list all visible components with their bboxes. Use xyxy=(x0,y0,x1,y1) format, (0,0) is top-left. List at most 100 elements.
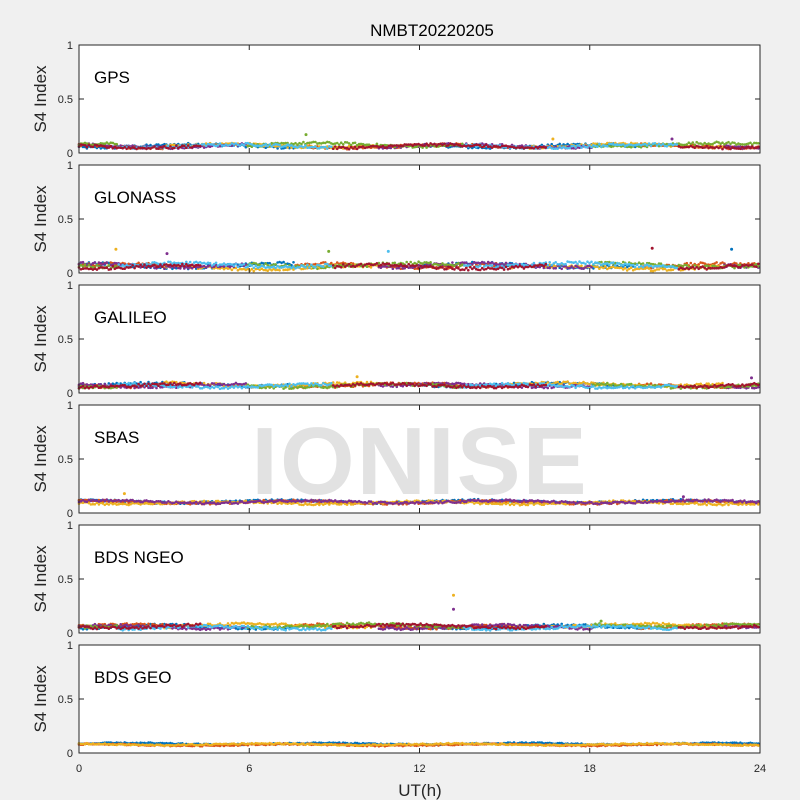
data-point xyxy=(721,261,724,264)
data-point xyxy=(308,384,311,387)
data-point xyxy=(695,144,698,148)
data-point xyxy=(359,262,363,266)
data-point xyxy=(703,141,706,145)
data-point xyxy=(749,146,752,150)
data-point xyxy=(234,262,238,266)
data-point xyxy=(625,265,629,269)
data-point xyxy=(238,267,242,271)
data-point xyxy=(228,265,232,269)
data-point xyxy=(717,141,720,144)
data-point xyxy=(93,145,97,149)
data-point xyxy=(751,143,754,146)
data-point xyxy=(733,141,736,145)
data-point xyxy=(101,263,105,266)
data-point xyxy=(298,145,301,148)
data-point xyxy=(649,144,653,148)
panel-label: GPS xyxy=(94,68,130,87)
data-point xyxy=(731,146,734,149)
data-point xyxy=(635,143,639,146)
data-point xyxy=(693,384,696,388)
data-point xyxy=(143,146,146,150)
data-point xyxy=(93,264,97,268)
data-point xyxy=(159,263,162,266)
data-point xyxy=(93,261,97,264)
data-point xyxy=(226,144,230,147)
figure-title: NMBT20220205 xyxy=(370,21,494,40)
data-point xyxy=(391,144,395,148)
data-point xyxy=(365,265,369,269)
data-point xyxy=(619,143,623,147)
data-point xyxy=(755,141,758,145)
data-point xyxy=(337,143,341,146)
data-point xyxy=(425,142,428,145)
data-point xyxy=(713,262,716,265)
data-point xyxy=(421,146,424,149)
data-point xyxy=(81,145,85,149)
data-point xyxy=(757,142,760,145)
data-point xyxy=(326,262,329,266)
data-point xyxy=(341,143,345,146)
data-point xyxy=(691,141,695,144)
data-point xyxy=(262,268,266,272)
data-point xyxy=(224,266,228,270)
data-point xyxy=(488,145,492,148)
data-point xyxy=(661,267,665,271)
data-point xyxy=(629,382,633,386)
y-tick-label: 0.5 xyxy=(58,94,73,106)
data-point xyxy=(385,146,389,149)
data-point xyxy=(562,143,565,146)
data-point xyxy=(192,383,196,387)
data-point xyxy=(250,145,254,148)
spike-point xyxy=(551,137,555,141)
data-point xyxy=(715,140,718,144)
data-point xyxy=(633,265,637,269)
data-point xyxy=(171,383,174,387)
data-point xyxy=(526,146,530,149)
data-point xyxy=(608,266,611,270)
data-point xyxy=(153,266,156,270)
data-point xyxy=(592,144,595,147)
data-point xyxy=(739,265,742,269)
data-point xyxy=(739,145,742,148)
data-point xyxy=(471,144,474,148)
data-point xyxy=(250,267,254,271)
data-point xyxy=(618,266,621,270)
data-point xyxy=(349,143,353,147)
data-point xyxy=(643,142,647,146)
data-point xyxy=(212,144,216,147)
data-point xyxy=(153,263,156,267)
spike-point xyxy=(355,375,359,379)
data-point xyxy=(635,267,639,271)
data-point xyxy=(266,269,270,273)
data-point xyxy=(542,264,546,268)
data-point xyxy=(113,261,117,265)
data-point xyxy=(381,144,385,148)
data-point xyxy=(743,147,746,150)
data-point xyxy=(185,146,188,149)
data-point xyxy=(188,260,192,264)
data-point xyxy=(87,263,91,267)
data-point xyxy=(659,262,663,266)
data-point xyxy=(667,143,671,146)
data-point xyxy=(117,382,120,386)
data-point xyxy=(264,142,268,146)
data-point xyxy=(335,147,339,151)
data-point xyxy=(157,265,160,269)
data-point xyxy=(91,145,95,149)
data-point xyxy=(556,147,559,150)
data-point xyxy=(278,143,281,147)
data-point xyxy=(637,145,641,148)
data-point xyxy=(747,145,750,148)
data-point xyxy=(105,141,109,144)
data-point xyxy=(478,264,482,268)
data-point xyxy=(320,145,323,149)
data-point xyxy=(282,146,285,150)
data-point xyxy=(558,266,561,270)
data-point xyxy=(242,262,246,266)
data-point xyxy=(181,144,184,147)
data-point xyxy=(685,143,689,146)
data-point xyxy=(707,382,710,386)
data-point xyxy=(461,386,464,389)
data-point xyxy=(616,266,619,270)
data-point xyxy=(747,262,750,265)
